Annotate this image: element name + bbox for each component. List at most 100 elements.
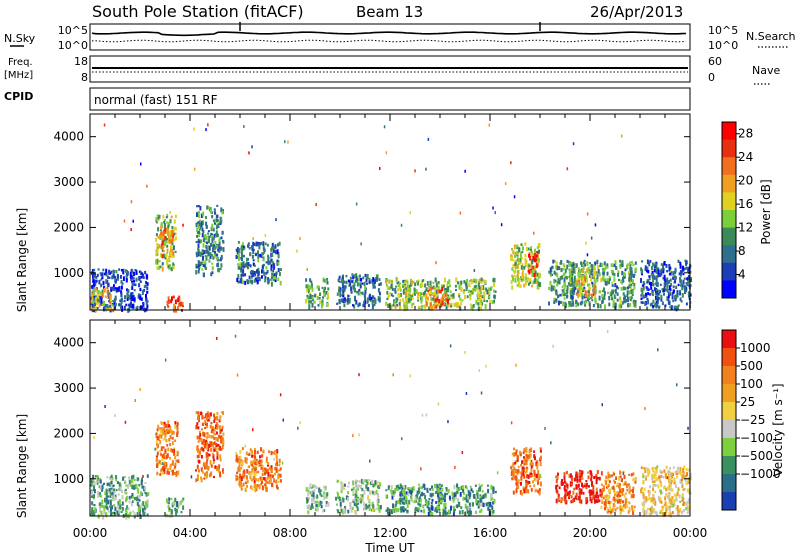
data-cell [261, 473, 264, 477]
data-cell [665, 264, 668, 268]
data-cell [375, 507, 378, 510]
data-cell [204, 263, 207, 269]
data-cell [653, 287, 656, 292]
data-cell [97, 296, 100, 300]
data-cell [654, 291, 657, 296]
data-cell [221, 425, 224, 430]
data-cell [419, 291, 422, 297]
data-cell [564, 489, 566, 492]
data-cell [410, 490, 413, 495]
data-cell [685, 302, 688, 306]
data-cell [352, 500, 355, 503]
data-cell [371, 295, 374, 298]
data-cell [556, 475, 559, 480]
data-cell [323, 485, 326, 489]
data-cell [240, 257, 243, 260]
data-cell [208, 245, 211, 251]
data-cell [252, 237, 254, 241]
data-cell [399, 288, 402, 292]
data-cell [668, 493, 671, 498]
data-cell [351, 506, 354, 511]
data-cell [447, 509, 450, 515]
data-cell [585, 483, 588, 487]
data-cell [204, 445, 206, 449]
data-cell [109, 301, 112, 305]
data-cell [446, 302, 449, 307]
data-cell [561, 289, 564, 292]
data-cell [492, 510, 495, 514]
data-cell [428, 498, 431, 501]
data-cell [166, 258, 168, 262]
data-cell [680, 300, 683, 303]
data-cell [173, 226, 176, 230]
data-cell [197, 426, 200, 430]
data-cell [216, 263, 219, 268]
colorbar-tick-label: 25 [740, 395, 755, 409]
data-cell [392, 294, 395, 298]
data-cell [519, 252, 522, 257]
data-cell [440, 486, 443, 489]
data-cell [595, 487, 598, 492]
data-cell [531, 269, 534, 274]
data-cell [342, 498, 345, 503]
data-cell [589, 492, 592, 497]
data-cell [131, 475, 134, 480]
data-cell [510, 466, 513, 470]
data-cell [374, 299, 377, 304]
data-cell [588, 294, 590, 299]
data-cell [376, 503, 379, 506]
data-cell [203, 250, 206, 255]
data-cell [438, 496, 441, 500]
data-cell [594, 223, 597, 227]
data-cell [586, 497, 588, 501]
data-cell [252, 272, 255, 277]
data-cell [659, 498, 662, 503]
data-cell [396, 278, 399, 283]
data-cell [90, 478, 93, 483]
data-cell [620, 478, 623, 483]
data-cell [538, 476, 541, 480]
data-cell [166, 221, 168, 224]
data-cell [582, 265, 585, 271]
data-cell [135, 277, 138, 281]
data-cell [326, 281, 329, 285]
data-cell [131, 500, 134, 503]
data-cell [531, 284, 534, 288]
data-cell [615, 491, 618, 495]
data-cell [584, 271, 587, 274]
data-cell [490, 504, 493, 508]
data-cell [549, 271, 552, 275]
data-cell [313, 495, 316, 499]
data-cell [669, 487, 672, 491]
data-cell [238, 266, 241, 270]
data-cell [143, 288, 146, 292]
data-cell [174, 455, 177, 460]
data-cell [669, 467, 671, 470]
data-cell [426, 501, 428, 507]
data-cell [146, 513, 149, 517]
data-cell [398, 302, 401, 306]
data-cell [215, 431, 218, 435]
data-cell [671, 511, 674, 515]
data-cell [363, 300, 366, 304]
data-cell [496, 471, 499, 475]
data-cell [340, 485, 343, 491]
data-cell [674, 276, 677, 280]
data-cell [338, 275, 341, 280]
data-cell [617, 270, 620, 275]
data-cell [146, 282, 149, 286]
data-cell [308, 299, 311, 302]
data-cell [327, 502, 330, 507]
velocity-colorbar-label: Velocity [m s⁻¹] [771, 383, 785, 476]
data-cell [210, 272, 213, 277]
data-cell [342, 295, 345, 298]
data-cell [169, 466, 172, 471]
data-cell [360, 277, 363, 282]
data-cell [632, 486, 635, 490]
data-cell [583, 294, 586, 297]
data-cell [421, 279, 424, 285]
data-cell [645, 496, 648, 501]
data-cell [453, 484, 456, 490]
data-cell [212, 429, 215, 435]
data-cell [212, 219, 215, 223]
